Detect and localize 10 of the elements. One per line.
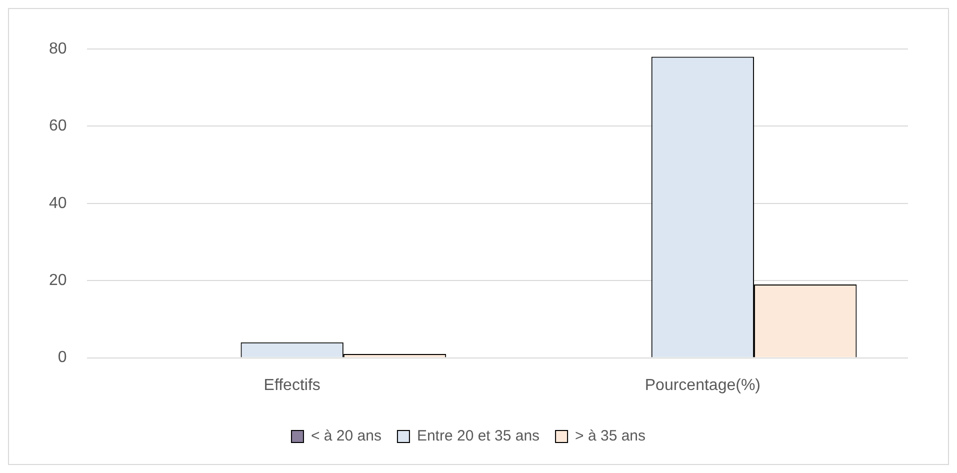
y-tick-label: 60 — [49, 118, 67, 135]
legend-label: > à 35 ans — [575, 428, 646, 445]
legend-label: < à 20 ans — [310, 428, 382, 445]
y-tick-label: 20 — [49, 272, 67, 290]
x-tick-label: Pourcentage(%) — [644, 376, 761, 394]
y-tick-label: 40 — [49, 194, 67, 212]
x-tick-label: Effectifs — [264, 376, 320, 394]
legend-label: Entre 20 et 35 ans — [416, 428, 540, 445]
y-tick-label: 80 — [49, 40, 67, 58]
y-tick-label: 0 — [58, 349, 67, 366]
